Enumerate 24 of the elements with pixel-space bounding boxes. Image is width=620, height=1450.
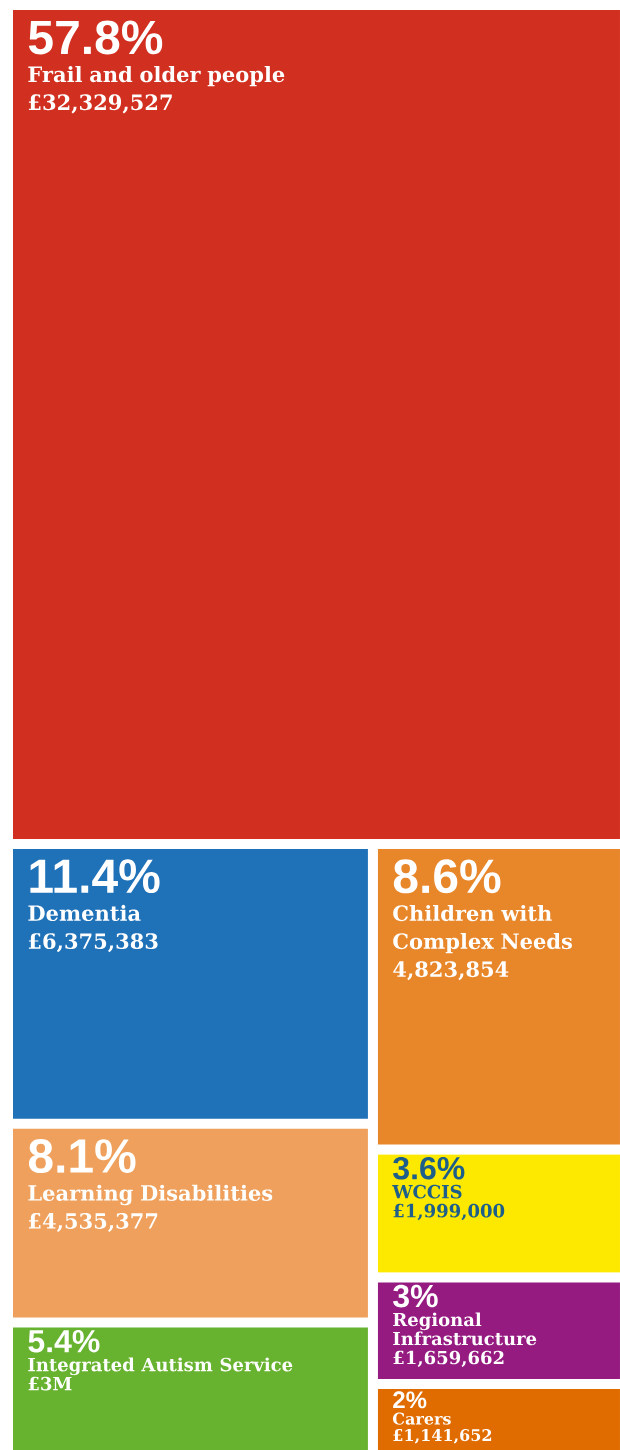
data-label: 8.6% (393, 859, 501, 894)
category-label: Learning Disabilities (28, 1184, 273, 1206)
data-label: 3% (393, 1284, 438, 1308)
data-label: 3.6% (393, 1156, 465, 1180)
text: £32,329,527 (28, 94, 172, 114)
data-label: 2% (393, 1391, 427, 1409)
text: £1,999,000 (393, 1203, 505, 1221)
data-label: 57.8% (28, 20, 163, 55)
text: £4,535,377 (28, 1213, 158, 1233)
text: £3M (28, 1376, 72, 1391)
category-label: Regional Infrastructure (393, 1312, 537, 1346)
category-label: Dementia (28, 904, 141, 922)
text: £6,375,383 (28, 933, 158, 953)
text: 4,823,854 (393, 961, 509, 981)
data-label: 8.1% (28, 1139, 136, 1174)
category-label: Children with Complex Needs (393, 904, 572, 954)
category-label: Carers (392, 1412, 451, 1425)
category-label: Integrated Autism Service (28, 1357, 293, 1376)
text: £1,659,662 (393, 1350, 504, 1368)
data-label: 11.4% (30, 859, 160, 894)
category-label: WCCIS (392, 1184, 462, 1199)
category-label: Frail and older people (28, 65, 285, 87)
text: £1,141,652 (393, 1429, 492, 1444)
data-label: 5.4% (28, 1329, 100, 1353)
